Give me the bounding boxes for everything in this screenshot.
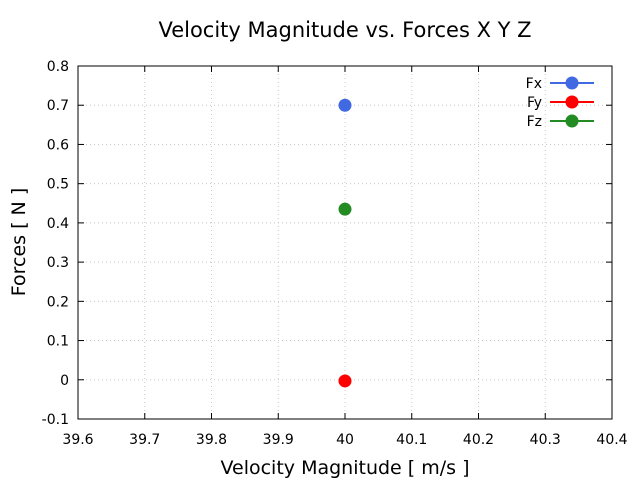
data-point-fy [338, 374, 352, 388]
x-tick-label: 39.8 [196, 432, 227, 448]
chart-title: Velocity Magnitude vs. Forces X Y Z [158, 18, 531, 42]
legend-marker-fx [565, 76, 579, 90]
x-tick-label: 39.7 [129, 432, 160, 448]
axis-ticks: 39.6 39.7 39.8 39.9 40 40.1 40.2 40.3 40.4 -0.1 0 0… [42, 59, 628, 448]
y-tick-label: 0.4 [47, 216, 69, 232]
y-tick-label: 0.6 [47, 137, 69, 153]
data-point-fz [338, 202, 352, 216]
y-tick-label: 0.2 [47, 294, 69, 310]
y-axis-label: Forces [ N ] [8, 188, 30, 296]
x-axis-label: Velocity Magnitude [ m/s ] [221, 457, 470, 479]
data-points [338, 98, 352, 388]
x-tick-label: 40.2 [463, 432, 494, 448]
y-tick-label: 0.1 [47, 334, 69, 350]
x-tick-label: 39.6 [62, 432, 93, 448]
legend-label-fy: Fy [527, 95, 542, 111]
grid [78, 66, 612, 419]
x-tick-label: 40.1 [396, 432, 427, 448]
legend: Fx Fy Fz [526, 76, 594, 130]
x-tick-label: 40.4 [596, 432, 627, 448]
plot-frame [77, 65, 613, 420]
y-tick-label: 0.3 [47, 255, 69, 271]
y-tick-label: 0.5 [47, 177, 69, 193]
y-tick-label: 0 [60, 373, 69, 389]
x-tick-label: 40.3 [530, 432, 561, 448]
data-point-fx [338, 98, 352, 112]
legend-label-fx: Fx [526, 76, 542, 92]
y-tick-label: 0.7 [47, 98, 69, 114]
legend-marker-fz [565, 114, 579, 128]
legend-marker-fy [565, 95, 579, 109]
x-tick-label: 39.9 [263, 432, 294, 448]
y-tick-label: -0.1 [42, 412, 69, 428]
x-tick-label: 40 [336, 432, 354, 448]
y-tick-label: 0.8 [47, 59, 69, 75]
legend-label-fz: Fz [527, 114, 542, 130]
